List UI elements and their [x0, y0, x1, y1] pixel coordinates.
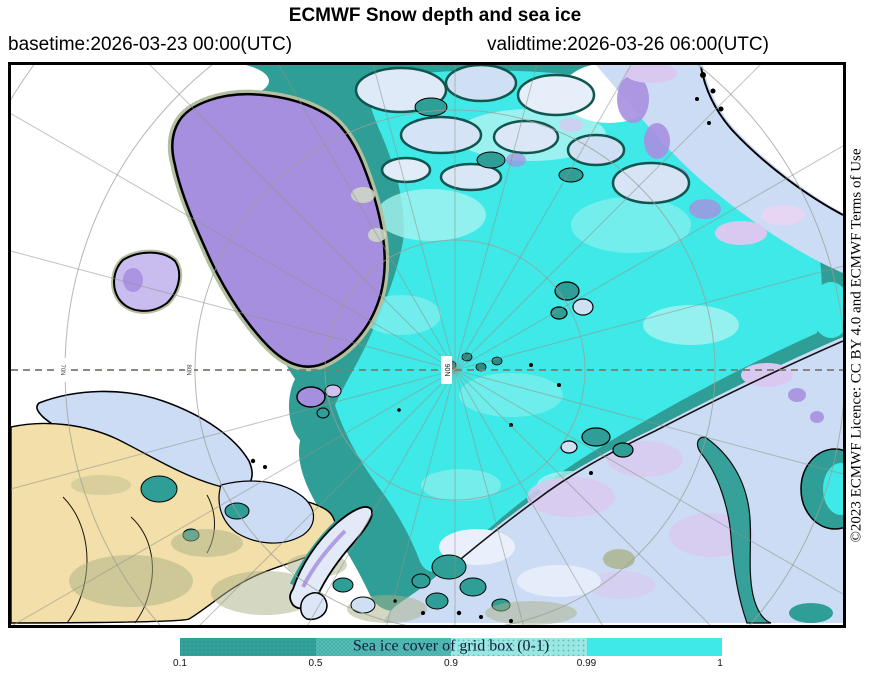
- novaya-south-island: [300, 592, 328, 621]
- snow-purple-patch: [810, 411, 824, 423]
- island-specks: [250, 363, 593, 623]
- legend-tick: 0.5: [308, 658, 323, 669]
- svalbard-island: [296, 386, 326, 408]
- pole-label: 90N: [443, 364, 450, 377]
- copyright-text: ©2023 ECMWF Licence: CC BY 4.0 and ECMWF…: [848, 147, 865, 543]
- greenland-ne-patch: [351, 187, 375, 203]
- arctic-island: [380, 156, 432, 184]
- vaygach-island: [332, 577, 354, 593]
- graticule-labels: 70N 80N 90N: [59, 356, 452, 384]
- latitude-label: 70N: [59, 364, 65, 375]
- coast-speck: [695, 97, 699, 101]
- legend-ticks: 0.1 0.5 0.9 0.99 1: [173, 656, 723, 670]
- latitude-label: 80N: [185, 364, 191, 375]
- snow-lavender-patch: [587, 571, 655, 599]
- sparse-land-patch: [71, 475, 131, 495]
- new-siberian-island: [560, 440, 578, 454]
- novaya-ridge: [301, 529, 347, 588]
- iceland-island: [113, 251, 181, 312]
- arctic-islet: [414, 97, 448, 117]
- novaya-zemlya: [289, 499, 376, 621]
- basetime-label: basetime:2026-03-23 00:00(UTC): [8, 34, 293, 55]
- severnaya-island: [572, 298, 594, 316]
- sea-ice-full-bering-lobe: [811, 282, 843, 338]
- iceland-snow-patch: [123, 268, 143, 292]
- coast-speck: [700, 72, 706, 78]
- legend-segment-2: [315, 638, 451, 656]
- sparse-land-patch: [69, 555, 193, 607]
- new-siberian-island: [612, 442, 634, 458]
- kola-snow: [218, 480, 315, 544]
- sea-ice-legend: Sea ice cover of grid box (0-1) 0.1 0.5 …: [173, 637, 723, 672]
- snow-lavender-patch: [527, 477, 615, 517]
- sparse-land-patch: [171, 529, 243, 557]
- arctic-island: [516, 73, 596, 117]
- snow-lavender-patch: [559, 118, 583, 132]
- legend-tick: 0.1: [173, 658, 187, 669]
- novaya-island: [289, 506, 373, 610]
- pole-label-box: [441, 356, 452, 384]
- coast-speck: [718, 106, 724, 112]
- snow-purple-patch: [788, 388, 806, 402]
- okhotsk-ice-core: [823, 463, 843, 515]
- canadian-archipelago: [354, 65, 691, 205]
- legend-segment-4: [586, 638, 722, 656]
- arctic-island: [611, 161, 691, 205]
- corner-ice-patch: [789, 603, 833, 623]
- snow-white-patch: [439, 529, 515, 565]
- snow-purple-patch: [617, 75, 649, 123]
- legend-colorbar: Sea ice cover of grid box (0-1): [180, 637, 722, 656]
- snow-lavender-patch: [715, 221, 767, 245]
- arctic-map-svg: 70N 80N 90N: [11, 65, 843, 625]
- copyright-vertical: ©2023 ECMWF Licence: CC BY 4.0 and ECMWF…: [845, 62, 869, 628]
- snow-purple-patch: [644, 123, 670, 159]
- arctic-island: [492, 119, 560, 155]
- lake-ice: [140, 475, 178, 503]
- legend-tick: 1: [717, 658, 723, 669]
- arctic-island: [439, 162, 503, 192]
- white-sea-ice: [459, 577, 487, 597]
- arctic-island: [399, 115, 483, 155]
- vaygach-island: [350, 596, 376, 614]
- coast-speck: [710, 88, 716, 94]
- snow-white-patch: [517, 565, 601, 597]
- new-siberian-islands: [560, 427, 634, 458]
- coast-speck: [707, 121, 711, 125]
- legend-tick: 0.99: [576, 658, 597, 669]
- arctic-island: [566, 133, 626, 167]
- sparse-land-patch: [603, 549, 635, 569]
- svalbard-island: [316, 407, 330, 419]
- new-siberian-island: [581, 427, 611, 447]
- svalbard-island: [324, 384, 342, 398]
- severnaya-island: [550, 306, 568, 320]
- snow-lavender-patch: [761, 205, 805, 225]
- white-sea-ice: [411, 573, 431, 589]
- sparse-land-patch: [485, 601, 577, 625]
- legend-title: Sea ice cover of grid box (0-1): [352, 637, 550, 655]
- ice-light-patch: [459, 373, 563, 417]
- page-title: ECMWF Snow depth and sea ice: [288, 5, 582, 26]
- svalbard: [296, 384, 342, 419]
- white-sea-ice: [431, 554, 467, 580]
- snow-purple-patch: [506, 153, 526, 167]
- validtime-label: validtime:2026-03-26 06:00(UTC): [487, 34, 769, 55]
- legend-segment-3: [451, 638, 587, 656]
- alaska-coastline: [700, 66, 843, 216]
- arctic-islet: [476, 151, 506, 169]
- chukotka-ice-band: [696, 436, 772, 624]
- label-box: [59, 358, 68, 382]
- arctic-map-frame: 70N 80N 90N: [8, 62, 846, 628]
- white-sea-ice: [425, 592, 449, 610]
- snow-lavender-patch: [625, 65, 677, 83]
- arctic-islet: [558, 167, 584, 183]
- label-box: [185, 358, 194, 382]
- ice-light-patch: [643, 305, 739, 345]
- arctic-island: [444, 65, 518, 103]
- legend-segment-1: [180, 638, 316, 656]
- ice-light-patch: [376, 189, 486, 241]
- legend-tick: 0.9: [444, 658, 458, 669]
- iceland: [111, 249, 183, 314]
- snow-purple-patch: [689, 199, 721, 219]
- ice-light-patch: [421, 469, 501, 501]
